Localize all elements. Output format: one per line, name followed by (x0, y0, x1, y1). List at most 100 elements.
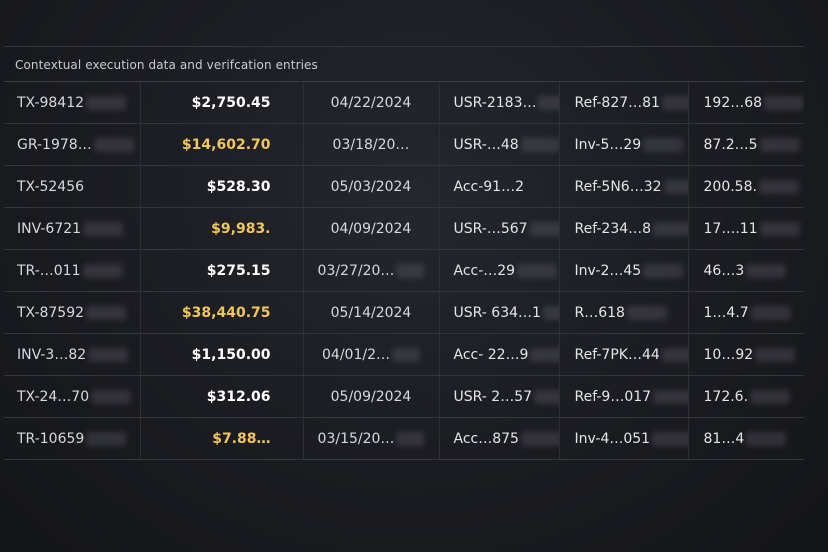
date-cell-text: 04/09/2024 (330, 220, 412, 237)
table-row[interactable]: TX-98412 $2,750.45 04/22/2024 USR-2183… Ref-… (4, 82, 804, 124)
account-cell: Acc- 22…9 (439, 333, 560, 376)
redaction-blur (530, 347, 558, 362)
redaction-blur (643, 137, 684, 152)
table-row[interactable]: INV-6721 $9,983. 04/09/2024 USR-…567 Ref-234… (4, 207, 804, 250)
redaction-blur (764, 95, 804, 110)
transaction-id-cell: TX-24…70 (4, 375, 141, 418)
redaction-blur (758, 179, 799, 194)
redaction-blur (82, 263, 123, 278)
transaction-id-cell: TX-52456 (4, 165, 141, 208)
redaction-blur (534, 389, 558, 404)
amount-cell-text: $2,750.45 (191, 94, 271, 111)
redaction-blur (520, 431, 558, 446)
amount-cell: $528.30 (140, 165, 304, 208)
account-cell-text: Acc- 22…9 (453, 346, 529, 363)
date-cell: 03/18/20… (303, 123, 440, 166)
redaction-blur (750, 305, 791, 320)
date-cell-text: 04/01/2… (322, 346, 390, 363)
date-cell-text: 05/03/2024 (330, 178, 412, 195)
date-cell: 05/14/2024 (303, 291, 440, 334)
amount-cell-text: $38,440.75 (181, 304, 271, 321)
reference-cell-text: Ref-9…017 (574, 388, 652, 405)
table-row[interactable]: TR-…011 $275.15 03/27/20… Acc-…29 Inv-2…45 46… (4, 249, 804, 292)
date-cell: 04/22/2024 (303, 82, 440, 124)
transaction-id-cell-text: TX-52456 (17, 178, 85, 195)
amount-cell: $312.06 (140, 375, 304, 418)
redaction-blur (759, 221, 800, 236)
transaction-id-cell: TX-87592 (4, 291, 141, 334)
account-cell-text: USR-2183… (453, 94, 537, 111)
redaction-blur (517, 263, 558, 278)
date-cell: 05/03/2024 (303, 165, 440, 208)
transaction-id-cell-text: TR-10659 (17, 430, 85, 447)
reference-cell-text: Ref-5N6…32 (574, 178, 662, 195)
amount-cell: $2,750.45 (140, 82, 304, 124)
reference-cell: Inv-4…051 (559, 417, 689, 460)
table-row[interactable]: TR-10659 $7.88… 03/15/20… Acc…875 Inv-4…051 8… (4, 417, 804, 460)
value-cell: 87.2…5 (688, 123, 804, 166)
reference-cell-text: Inv-2…45 (574, 262, 642, 279)
redaction-blur (661, 95, 687, 110)
account-cell: USR-…48 (439, 123, 560, 166)
transaction-id-cell: TR-10659 (4, 417, 141, 460)
value-cell: 81…4 (688, 417, 804, 460)
account-cell: USR- 634…1 (439, 291, 560, 334)
redaction-blur (93, 137, 134, 152)
account-cell-text: USR-…567 (453, 220, 528, 237)
amount-cell-text: $275.15 (206, 262, 271, 279)
value-cell: 10…92 (688, 333, 804, 376)
transaction-id-cell-text: TX-24…70 (17, 388, 90, 405)
value-cell: 46…3 (688, 249, 804, 292)
redaction-blur (755, 347, 796, 362)
value-cell-text: 10…92 (703, 346, 754, 363)
table-row[interactable]: TX-52456 $528.30 05/03/2024 Acc-91…2 Ref-5N6… (4, 165, 804, 208)
value-cell: 172.6. (688, 375, 804, 418)
redaction-blur (759, 137, 800, 152)
date-cell-text: 04/22/2024 (330, 94, 412, 111)
date-cell-text: 03/15/20… (317, 430, 395, 447)
redaction-blur (750, 389, 791, 404)
reference-cell: Inv-2…45 (559, 249, 689, 292)
redaction-blur (661, 347, 687, 362)
account-cell-text: USR- 634…1 (453, 304, 541, 321)
value-cell-text: 1…4.7 (703, 304, 749, 321)
redaction-blur (86, 431, 127, 446)
transaction-id-cell: TX-98412 (4, 82, 141, 124)
account-cell: Acc…875 (439, 417, 560, 460)
reference-cell-text: Inv-5…29 (574, 136, 642, 153)
reference-cell: Ref-5N6…32 (559, 165, 689, 208)
transaction-id-cell: INV-3…82 (4, 333, 141, 376)
value-cell-text: 46…3 (703, 262, 745, 279)
account-cell: USR- 2…57 (439, 375, 560, 418)
value-cell-text: 17….11 (703, 220, 758, 237)
amount-cell: $1,150.00 (140, 333, 304, 376)
account-cell: Acc-…29 (439, 249, 560, 292)
account-cell: Acc-91…2 (439, 165, 560, 208)
transaction-id-cell-text: TR-…011 (17, 262, 81, 279)
amount-cell-text: $312.06 (206, 388, 271, 405)
reference-cell: Inv-5…29 (559, 123, 689, 166)
value-cell: 1…4.7 (688, 291, 804, 334)
reference-cell: Ref-827…81 (559, 82, 689, 124)
table-row[interactable]: TX-87592 $38,440.75 05/14/2024 USR- 634…1 R…… (4, 291, 804, 334)
redaction-blur (746, 431, 787, 446)
date-cell-text: 03/18/20… (332, 136, 410, 153)
transaction-id-cell: GR-1978… (4, 123, 141, 166)
redaction-blur (746, 263, 787, 278)
date-cell-text: 03/27/20… (317, 262, 395, 279)
table-row[interactable]: TX-24…70 $312.06 05/09/2024 USR- 2…57 Ref-9…… (4, 375, 804, 418)
account-cell: USR-…567 (439, 207, 560, 250)
redaction-blur (538, 95, 558, 110)
redaction-blur (86, 95, 127, 110)
table-row[interactable]: GR-1978… $14,602.70 03/18/20… USR-…48 Inv-5…… (4, 123, 804, 166)
redaction-blur (86, 305, 127, 320)
date-cell: 03/15/20… (303, 417, 440, 460)
date-cell: 03/27/20… (303, 249, 440, 292)
redaction-blur (643, 263, 684, 278)
table-row[interactable]: INV-3…82 $1,150.00 04/01/2… Acc- 22…9 Ref-7P… (4, 333, 804, 376)
redaction-blur (83, 221, 124, 236)
transaction-id-cell-text: GR-1978… (17, 136, 92, 153)
redaction-blur (91, 389, 132, 404)
reference-cell: Ref-234…8 (559, 207, 689, 250)
value-cell: 200.58. (688, 165, 804, 208)
